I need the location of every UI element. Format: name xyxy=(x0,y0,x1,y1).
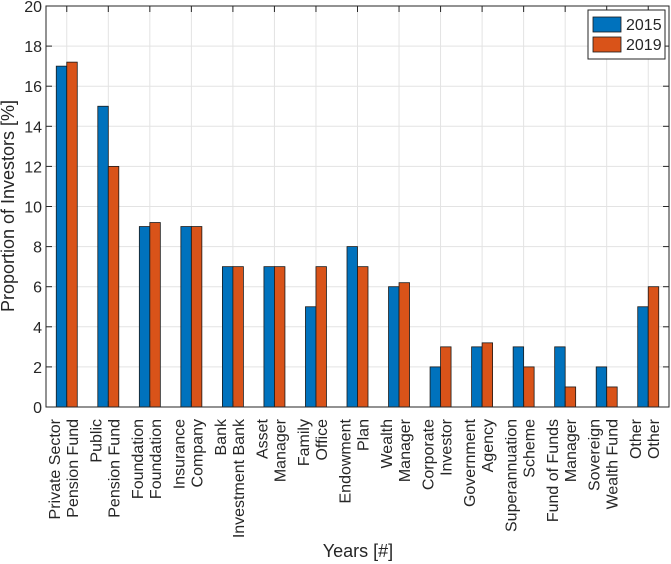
bar-2015-4 xyxy=(221,266,234,408)
bar-2015-3 xyxy=(180,226,192,408)
x-axis-label: Years [#] xyxy=(323,541,393,561)
x-tick-label: Company xyxy=(189,419,206,487)
bar-2019-0 xyxy=(66,61,78,408)
bar-2015-14 xyxy=(637,306,649,408)
bar-2015-7 xyxy=(346,246,358,408)
bar-2019-5 xyxy=(274,266,286,408)
y-tick-label: 2 xyxy=(33,360,42,377)
x-tick-label: Family xyxy=(296,419,313,466)
x-tick-label: Other xyxy=(646,418,663,459)
y-axis-label: Proportion of Investors [%] xyxy=(0,100,18,312)
bar-2019-14 xyxy=(647,286,660,408)
bar-2019-4 xyxy=(232,266,244,408)
bar-2019-7 xyxy=(357,266,369,408)
x-tick-label: Bank xyxy=(213,418,230,455)
y-tick-label: 8 xyxy=(33,240,42,257)
bar-2019-10 xyxy=(481,342,494,408)
y-tick-label: 0 xyxy=(33,400,42,417)
x-tick-label: Superannuation xyxy=(504,419,521,532)
bar-2015-11 xyxy=(512,346,525,408)
bar-2015-6 xyxy=(305,306,317,408)
x-tick-label: Pension Fund xyxy=(65,419,82,518)
x-tick-label: Private Sector xyxy=(47,418,64,519)
bar-2019-9 xyxy=(440,346,452,408)
y-tick-label: 14 xyxy=(24,119,42,136)
y-tick-label: 18 xyxy=(24,39,42,56)
bars xyxy=(55,61,660,408)
x-tick-label: Asset xyxy=(254,418,271,459)
bar-2019-11 xyxy=(523,366,535,408)
x-tick-label: Investment Bank xyxy=(231,418,248,538)
x-tick-label: Scheme xyxy=(522,419,539,478)
bar-2015-13 xyxy=(595,366,608,408)
legend-swatch-2015 xyxy=(592,16,622,33)
x-tick-label: Government xyxy=(462,418,479,507)
x-tick-label: Corporate xyxy=(421,419,438,490)
bar-2015-9 xyxy=(429,366,441,408)
x-tick-label: Endowment xyxy=(338,418,355,503)
x-tick-label: Wealth xyxy=(379,419,396,469)
x-axis: Private Sector Pension Fund Public Pension … xyxy=(47,6,663,538)
x-tick-label: Manager xyxy=(272,418,289,482)
x-tick-label: Agency xyxy=(480,419,497,472)
x-tick-label: Foundation xyxy=(130,419,147,499)
y-tick-label: 12 xyxy=(24,159,42,176)
bar-2019-6 xyxy=(315,266,327,408)
bar-2015-5 xyxy=(263,266,275,408)
bar-2019-13 xyxy=(606,386,618,408)
bar-2015-0 xyxy=(55,65,68,408)
bar-2019-8 xyxy=(398,282,410,408)
legend-label-2019: 2019 xyxy=(626,37,662,54)
legend: 2015 2019 xyxy=(587,9,666,60)
x-tick-label: Wealth Fund xyxy=(605,419,622,509)
legend-swatch-2019 xyxy=(592,36,622,53)
y-tick-label: 6 xyxy=(33,280,42,297)
x-tick-label: Investor xyxy=(439,418,456,476)
bar-2015-8 xyxy=(388,286,400,408)
bar-2015-1 xyxy=(97,105,109,408)
bar-2019-12 xyxy=(564,386,577,408)
x-tick-label: Manager xyxy=(563,418,580,482)
y-tick-label: 10 xyxy=(24,200,42,217)
bar-2015-10 xyxy=(471,346,483,408)
x-tick-label: Office xyxy=(314,419,331,461)
x-tick-label: Fund of Funds xyxy=(545,419,562,522)
x-tick-label: Foundation xyxy=(148,419,165,499)
y-tick-label: 16 xyxy=(24,79,42,96)
x-tick-label: Pension Fund xyxy=(106,419,123,518)
x-tick-label: Other xyxy=(628,418,645,459)
x-tick-label: Plan xyxy=(356,419,373,451)
bar-2015-2 xyxy=(138,226,151,408)
x-tick-label: Manager xyxy=(397,418,414,482)
x-tick-label: Insurance xyxy=(171,419,188,489)
legend-label-2015: 2015 xyxy=(626,17,662,34)
bar-2019-1 xyxy=(107,165,120,408)
bar-2019-3 xyxy=(190,226,203,408)
bar-2019-2 xyxy=(149,222,161,408)
y-tick-label: 4 xyxy=(33,320,42,337)
y-tick-label: 20 xyxy=(24,0,42,16)
bar-2015-12 xyxy=(554,346,566,408)
y-axis: 0 2 4 6 8 10 12 14 16 18 20 xyxy=(24,0,669,417)
x-tick-label: Sovereign xyxy=(587,419,604,491)
x-tick-label: Public xyxy=(88,419,105,463)
